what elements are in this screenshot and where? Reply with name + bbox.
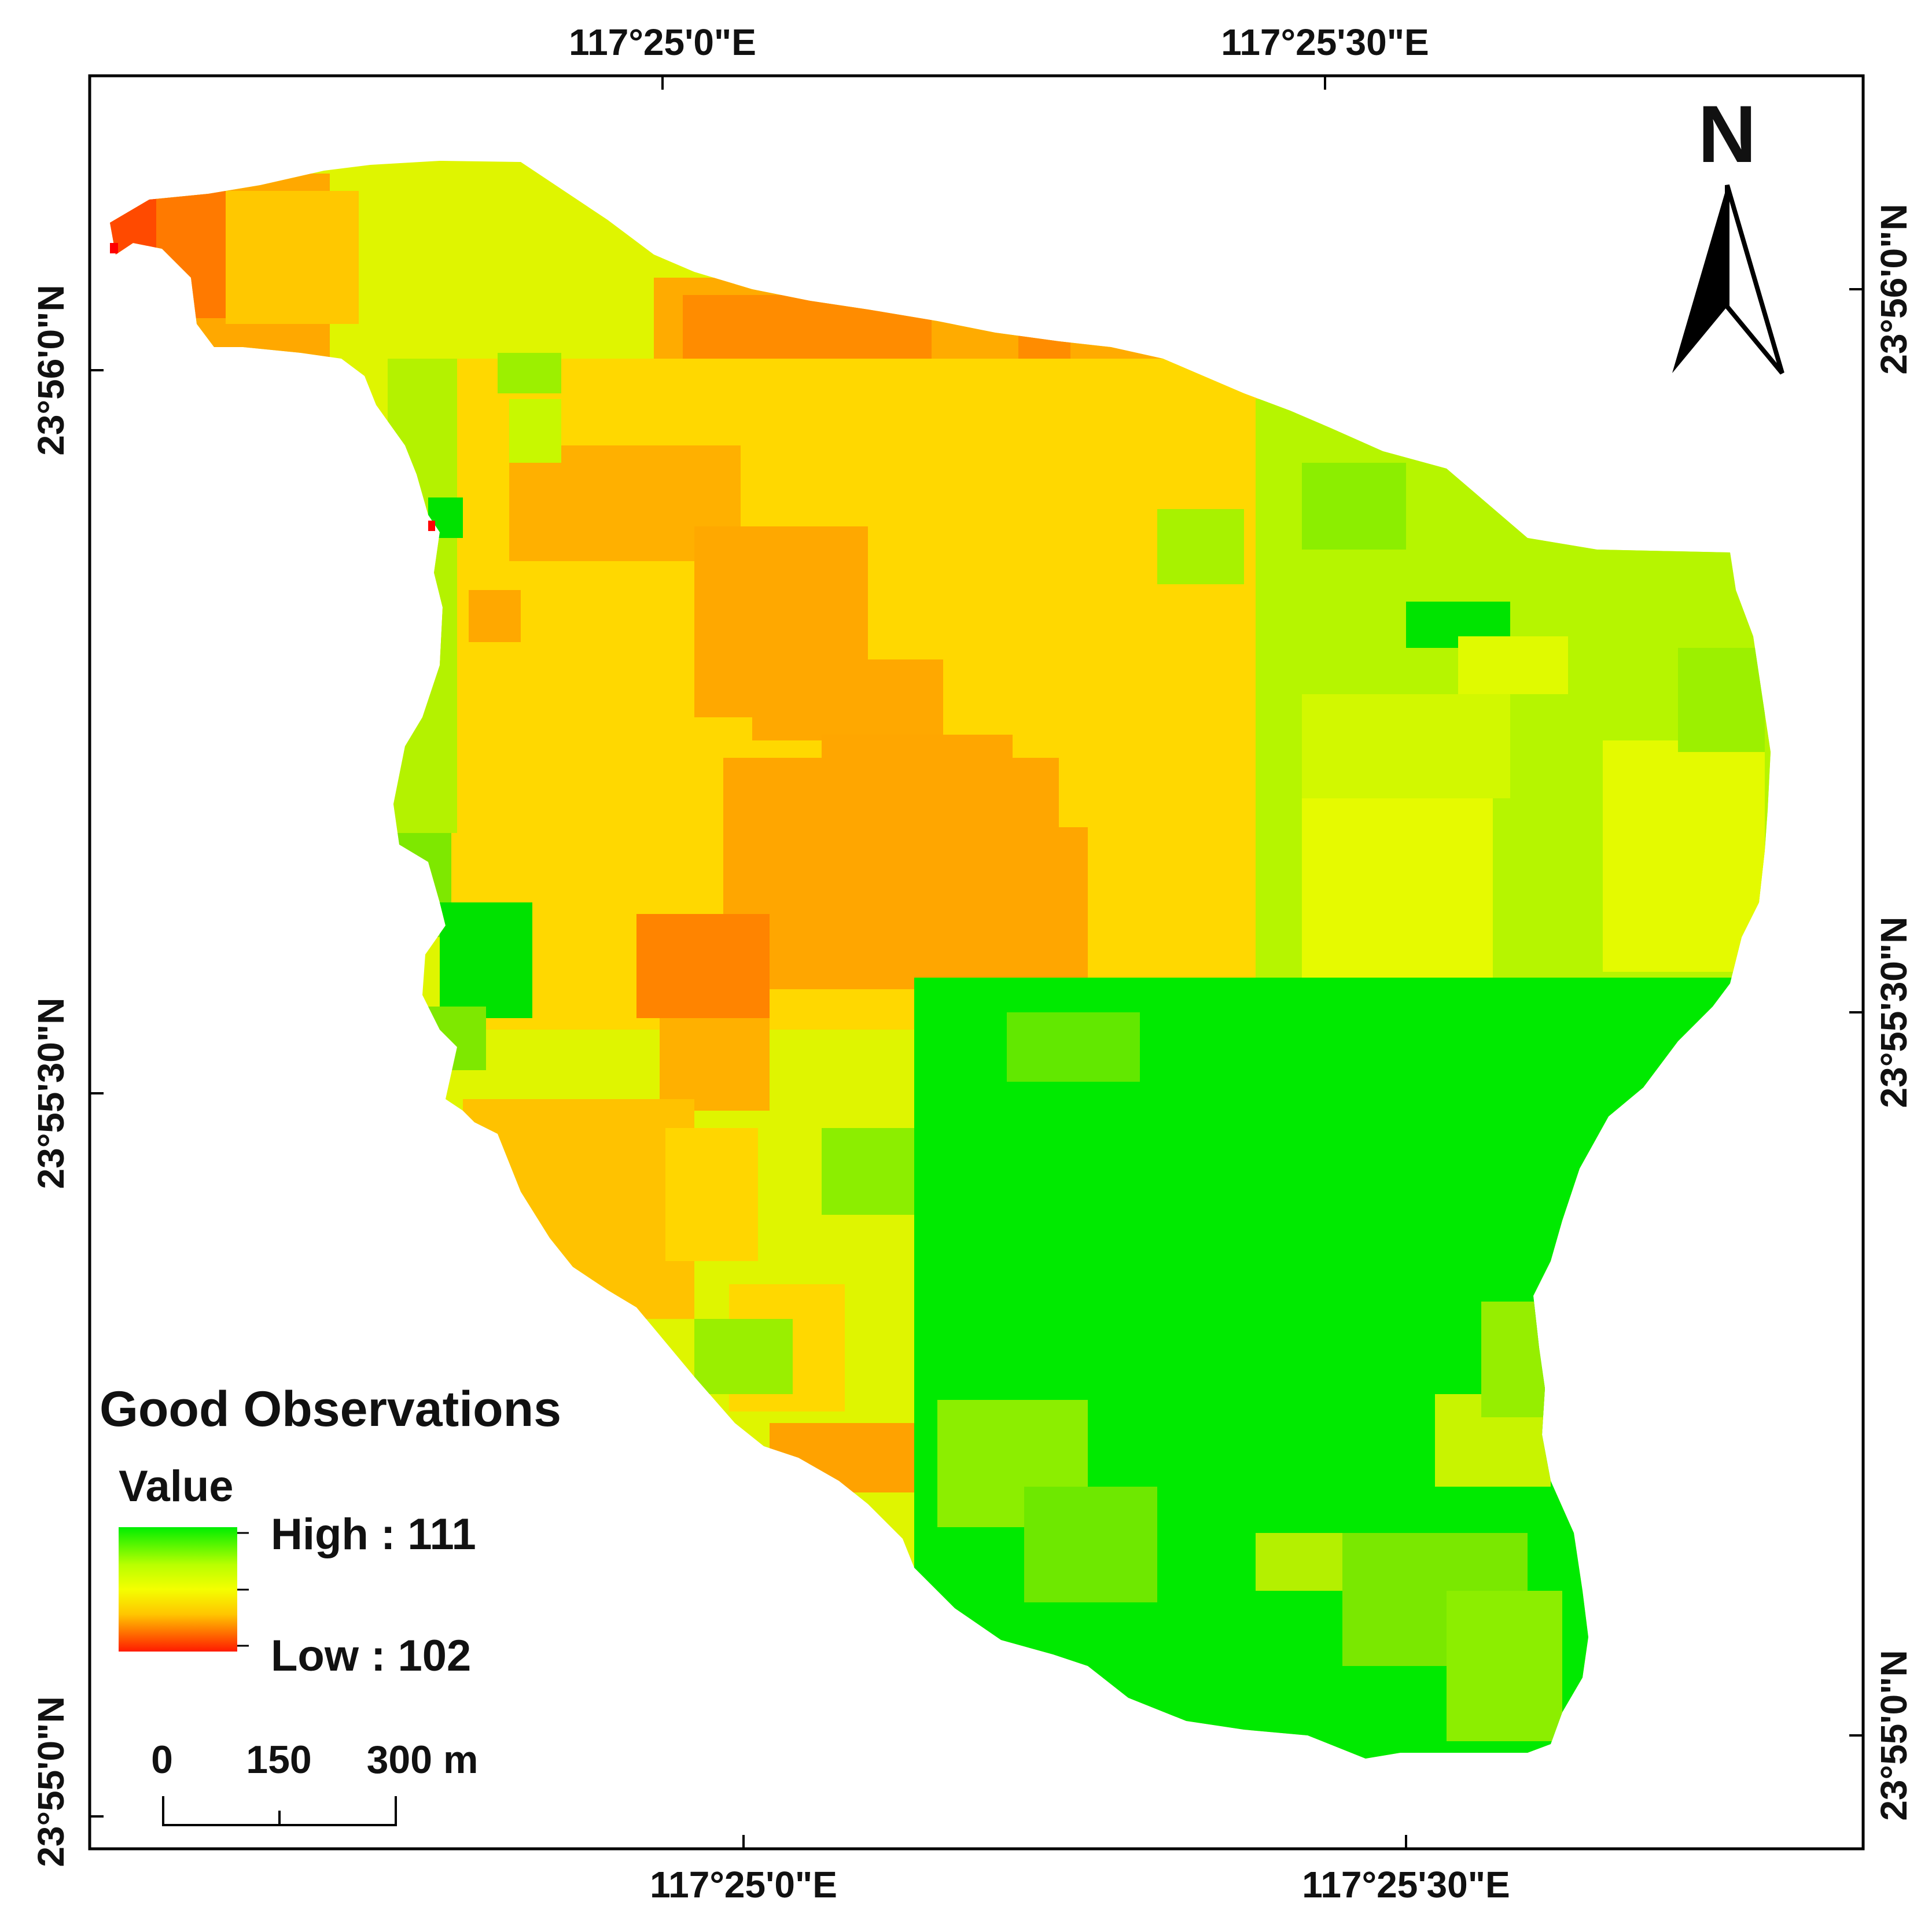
- graticule-label-top-1: 117°25'0"E: [569, 21, 756, 63]
- graticule-label-right-1: 23°56'0"N: [1873, 204, 1915, 374]
- scale-bar-label-150: 150: [246, 1738, 311, 1782]
- graticule-label-bottom-1: 117°25'0"E: [650, 1864, 837, 1905]
- scale-bar-label-0: 0: [151, 1738, 173, 1782]
- graticule-ticks: [90, 76, 1863, 1849]
- legend-subtitle: Value: [119, 1462, 234, 1511]
- scale-bar-label-300: 300 m: [367, 1738, 479, 1782]
- graticule-label-left-2: 23°55'30"N: [30, 998, 72, 1189]
- graticule-label-right-2: 23°55'30"N: [1873, 917, 1915, 1108]
- graticule-label-top-2: 117°25'30"E: [1221, 21, 1429, 63]
- graticule-label-left-3: 23°55'0"N: [30, 1696, 72, 1867]
- legend: Good Observations Value High : 111 Low :…: [100, 1381, 561, 1680]
- legend-high-label: High : 111: [271, 1510, 476, 1559]
- map-frame: [88, 74, 1865, 1851]
- legend-color-ramp: [119, 1527, 237, 1652]
- legend-title: Good Observations: [100, 1381, 561, 1437]
- legend-low-label: Low : 102: [271, 1631, 471, 1680]
- graticule-label-right-3: 23°55'0"N: [1873, 1650, 1915, 1820]
- graticule-label-left-1: 23°56'0"N: [30, 285, 72, 455]
- graticule-label-bottom-2: 117°25'30"E: [1302, 1864, 1510, 1905]
- scale-bar: 0 150 300 m: [151, 1738, 478, 1826]
- north-arrow-icon: N: [1672, 89, 1784, 375]
- north-arrow-label: N: [1698, 89, 1756, 179]
